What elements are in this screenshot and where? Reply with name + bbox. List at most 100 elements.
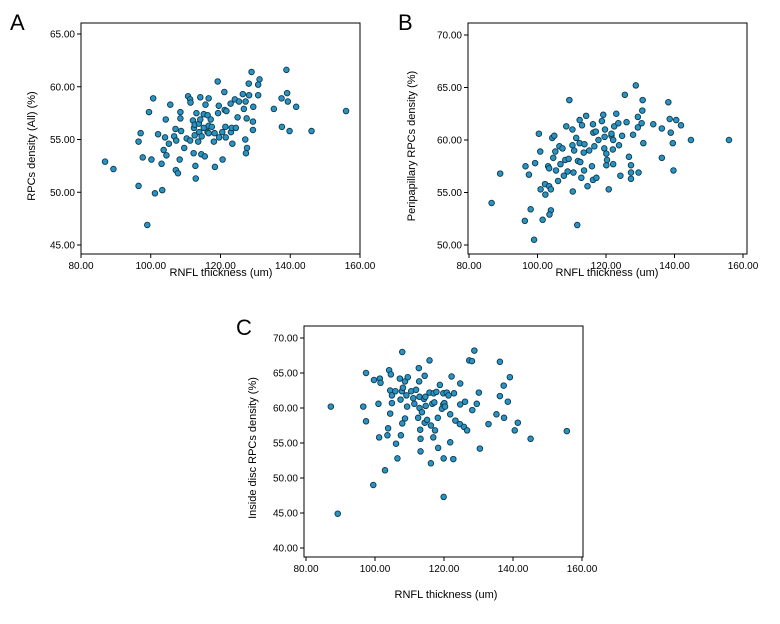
scatter-point xyxy=(396,375,404,382)
scatter-point xyxy=(256,76,263,83)
scatter-point xyxy=(440,455,447,462)
scatter-point xyxy=(446,411,454,418)
scatter-point xyxy=(650,120,657,128)
x-tick-label: 100.00 xyxy=(135,261,166,272)
scatter-point xyxy=(609,136,617,144)
scatter-point xyxy=(234,114,241,121)
scatter-point xyxy=(569,126,576,133)
scatter-point xyxy=(149,95,157,102)
panel-label: C xyxy=(236,315,252,340)
scatter-point xyxy=(471,347,478,354)
scatter-point xyxy=(627,161,635,169)
scatter-point xyxy=(500,382,507,389)
scatter-point xyxy=(384,425,392,432)
scatter-point xyxy=(670,167,677,174)
scatter-point xyxy=(192,162,199,170)
scatter-point xyxy=(554,177,562,185)
scatter-point xyxy=(441,403,449,410)
scatter-point xyxy=(415,364,423,372)
x-tick-label: 160.00 xyxy=(728,261,759,272)
scatter-point xyxy=(456,401,464,408)
scatter-point xyxy=(162,116,169,123)
scatter-point xyxy=(403,403,411,410)
scatter-point xyxy=(638,119,645,127)
x-tick-label: 120.00 xyxy=(591,261,622,272)
scatter-point xyxy=(506,373,514,381)
scatter-point xyxy=(615,119,622,127)
scatter-point xyxy=(221,88,228,96)
panel-c: C 40.00 45.00 50.00 55.00 60.00 65.00 70.00 80… xyxy=(236,315,598,601)
y-tick-label: 65.00 xyxy=(437,83,462,94)
scatter-point xyxy=(145,108,153,116)
scatter-point xyxy=(392,440,400,447)
y-tick-label: 40.00 xyxy=(273,544,298,555)
scatter-point xyxy=(634,124,642,131)
scatter-point xyxy=(370,376,378,384)
x-tick-label: 80.00 xyxy=(456,261,481,272)
x-tick-label: 160.00 xyxy=(345,261,376,272)
scatter-point xyxy=(135,182,142,190)
scatter-point xyxy=(452,417,459,424)
scatter-point xyxy=(243,115,250,122)
scatter-point xyxy=(204,111,211,119)
plot-frame xyxy=(303,325,584,558)
scatter-point xyxy=(418,408,426,416)
scatter-point xyxy=(677,122,685,129)
scatter-point xyxy=(192,175,199,182)
scatter-point xyxy=(410,394,417,402)
scatter-point xyxy=(557,160,564,168)
scatter-point xyxy=(193,109,200,117)
scatter-point xyxy=(160,146,167,154)
scatter-point xyxy=(148,156,155,163)
y-tick-label: 65.00 xyxy=(273,369,298,380)
scatter-point xyxy=(581,140,588,148)
panel-a: A 45.00 50.00 55.00 60.00 65.00 80.00 100.00 1… xyxy=(10,10,376,279)
x-tick-label: 140.00 xyxy=(659,261,690,272)
scatter-point xyxy=(286,127,293,135)
scatter-point xyxy=(588,162,596,170)
scatter-point xyxy=(249,126,257,134)
y-tick-label: 60.00 xyxy=(273,404,298,415)
scatter-point xyxy=(375,400,382,408)
scatter-point xyxy=(240,105,248,113)
scatter-point xyxy=(463,427,471,434)
x-tick-label: 120.00 xyxy=(205,261,236,272)
scatter-point xyxy=(560,172,568,179)
scatter-point xyxy=(250,103,257,111)
scatter-point xyxy=(327,403,335,410)
scatter-point xyxy=(629,131,637,138)
scatter-point xyxy=(551,132,558,140)
scatter-point xyxy=(412,386,420,394)
scatter-point xyxy=(667,129,674,136)
y-tick-label: 65.00 xyxy=(50,30,75,41)
scatter-point xyxy=(278,123,286,131)
scatter-point xyxy=(440,493,447,501)
scatter-point xyxy=(598,117,606,125)
scatter-point xyxy=(177,108,184,116)
scatter-point xyxy=(399,384,407,391)
scatter-point xyxy=(527,435,534,443)
x-tick-label: 120.00 xyxy=(429,564,460,575)
scatter-point xyxy=(163,152,170,159)
scatter-point xyxy=(431,399,438,406)
scatter-point xyxy=(623,118,630,126)
scatter-point xyxy=(500,414,508,422)
scatter-point xyxy=(110,165,117,173)
scatter-point xyxy=(207,116,214,123)
scatter-point xyxy=(504,398,512,405)
plot-frame xyxy=(467,22,748,255)
y-tick-label: 60.00 xyxy=(437,136,462,147)
scatter-point xyxy=(362,369,370,377)
scatter-point xyxy=(362,418,370,425)
scatter-point xyxy=(243,144,251,152)
scatter-point xyxy=(566,96,573,104)
scatter-point xyxy=(570,147,578,154)
scatter-point xyxy=(537,186,544,193)
scatter-point xyxy=(535,130,543,137)
scatter-point xyxy=(545,165,553,172)
scatter-point xyxy=(208,123,216,131)
scatter-point xyxy=(639,96,646,104)
scatter-point xyxy=(278,95,285,102)
scatter-point xyxy=(569,188,577,195)
